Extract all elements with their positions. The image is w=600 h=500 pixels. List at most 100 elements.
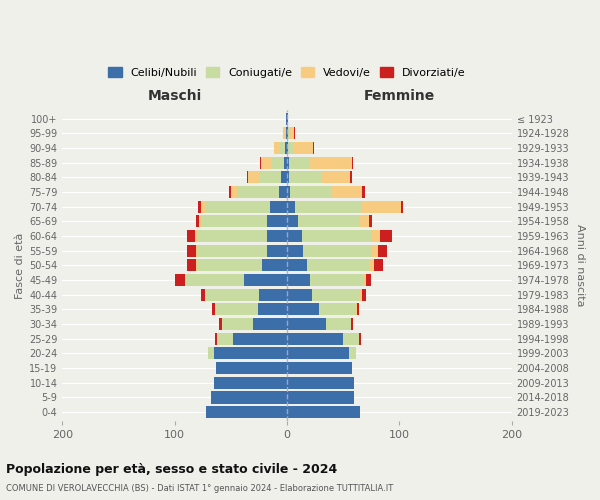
Bar [287,156,289,168]
Bar [286,128,287,140]
Bar [218,318,222,330]
Bar [231,186,236,198]
Bar [247,172,248,183]
Bar [295,200,362,213]
Bar [214,377,287,389]
Bar [286,112,287,124]
Bar [289,156,310,168]
Bar [281,172,287,183]
Bar [211,392,287,404]
Bar [267,244,287,257]
Bar [267,230,287,242]
Bar [175,274,185,286]
Bar [274,142,280,154]
Bar [362,186,365,198]
Bar [222,318,253,330]
Bar [287,362,352,374]
Bar [290,186,331,198]
Bar [187,230,195,242]
Bar [351,318,353,330]
Bar [202,216,267,228]
Bar [283,128,285,140]
Bar [380,230,392,242]
Bar [293,142,313,154]
Bar [212,304,215,316]
Bar [217,333,233,345]
Bar [196,216,199,228]
Bar [285,128,286,140]
Text: Femmine: Femmine [364,90,435,104]
Bar [287,230,302,242]
Bar [229,186,231,198]
Bar [360,216,369,228]
Bar [362,289,365,301]
Bar [279,186,287,198]
Bar [287,142,288,154]
Bar [331,186,362,198]
Bar [236,186,279,198]
Bar [369,216,373,228]
Bar [312,289,360,301]
Bar [362,200,401,213]
Bar [287,318,326,330]
Text: Maschi: Maschi [148,90,202,104]
Bar [288,128,289,140]
Bar [401,200,403,213]
Bar [206,406,287,418]
Bar [287,392,355,404]
Bar [287,348,349,360]
Text: COMUNE DI VEROLAVECCHIA (BS) - Dati ISTAT 1° gennaio 2024 - Elaborazione TUTTITA: COMUNE DI VEROLAVECCHIA (BS) - Dati ISTA… [6,484,393,493]
Bar [343,333,359,345]
Bar [244,274,287,286]
Bar [287,200,295,213]
Bar [298,216,360,228]
Bar [259,289,287,301]
Bar [287,289,312,301]
Bar [196,260,197,272]
Bar [287,172,289,183]
Bar [319,304,356,316]
Bar [205,289,259,301]
Bar [321,172,350,183]
Bar [215,333,217,345]
Bar [280,142,285,154]
Bar [199,200,200,213]
Bar [197,230,267,242]
Bar [369,260,374,272]
Bar [289,128,294,140]
Bar [208,348,214,360]
Legend: Celibi/Nubili, Coniugati/e, Vedovi/e, Divorziati/e: Celibi/Nubili, Coniugati/e, Vedovi/e, Di… [104,62,470,82]
Bar [364,274,365,286]
Bar [310,156,352,168]
Bar [289,172,321,183]
Bar [267,216,287,228]
Bar [199,216,202,228]
Bar [215,304,258,316]
Bar [294,128,295,140]
Bar [326,318,351,330]
Bar [374,260,383,272]
Bar [302,230,371,242]
Bar [284,156,287,168]
Bar [185,274,186,286]
Y-axis label: Fasce di età: Fasce di età [15,232,25,298]
Bar [287,274,310,286]
Bar [195,230,197,242]
Bar [287,216,298,228]
Bar [287,244,303,257]
Bar [350,172,352,183]
Bar [270,200,287,213]
Bar [262,260,287,272]
Bar [352,156,353,168]
Y-axis label: Anni di nascita: Anni di nascita [575,224,585,306]
Bar [288,142,293,154]
Bar [371,230,380,242]
Bar [313,142,314,154]
Bar [287,260,307,272]
Text: Popolazione per età, sesso e stato civile - 2024: Popolazione per età, sesso e stato civil… [6,462,337,475]
Bar [197,244,267,257]
Bar [248,172,259,183]
Bar [187,260,196,272]
Bar [373,244,378,257]
Bar [200,200,205,213]
